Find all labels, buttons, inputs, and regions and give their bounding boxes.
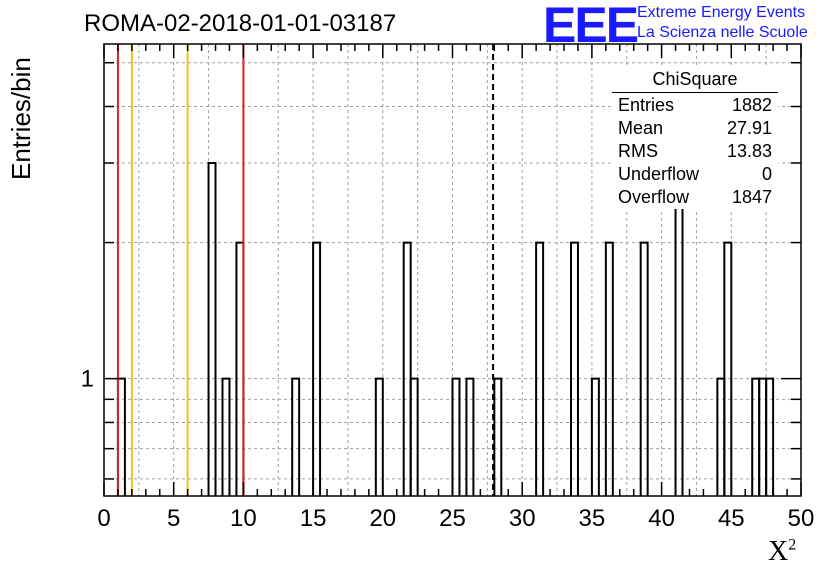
histogram-bin	[465, 377, 475, 496]
stats-box-header: ChiSquare	[612, 68, 778, 93]
y-tick-label: 1	[81, 366, 94, 393]
x-tick-label: 40	[648, 505, 675, 532]
histogram-bin	[291, 377, 301, 496]
x-tick-label: 45	[718, 505, 745, 532]
histogram-bin	[312, 241, 322, 496]
histogram-bin	[723, 241, 733, 496]
histogram-bin	[409, 377, 419, 496]
stats-box: ChiSquare Entries 1882 Mean 27.91 RMS 13.83 Un…	[612, 68, 778, 209]
histogram-bin	[590, 377, 600, 496]
histogram-bin	[207, 161, 217, 496]
x-tick-label: 20	[369, 505, 396, 532]
stats-value: 1882	[731, 95, 772, 115]
x-tick-label: 25	[439, 505, 466, 532]
histogram-bin	[604, 241, 614, 496]
histogram-bin	[758, 377, 768, 496]
x-axis-label-superscript: 2	[788, 536, 797, 554]
histogram-bin	[765, 377, 775, 496]
stats-value: 1847	[731, 187, 772, 207]
x-tick-label: 35	[579, 505, 606, 532]
stats-label: Mean	[618, 118, 664, 138]
stats-row-overflow: Overflow 1847	[612, 186, 778, 209]
stats-label: RMS	[618, 141, 658, 161]
x-tick-label: 10	[230, 505, 257, 532]
x-axis-label: X2	[768, 536, 796, 568]
stats-row-entries: Entries 1882	[612, 94, 778, 117]
stats-label: Underflow	[618, 164, 700, 184]
histogram-bin	[569, 241, 579, 496]
stats-row-rms: RMS 13.83	[612, 140, 778, 163]
stats-label: Overflow	[618, 187, 690, 207]
x-tick-label: 0	[97, 505, 110, 532]
stats-row-mean: Mean 27.91	[612, 117, 778, 140]
histogram-bin	[235, 241, 245, 496]
chart-title: ROMA-02-2018-01-01-03187	[84, 10, 397, 37]
histogram-bin	[374, 377, 384, 496]
stats-value: 27.91	[726, 118, 772, 138]
histogram-bin	[116, 377, 126, 496]
histogram-bin	[751, 377, 761, 496]
histogram-bin	[221, 377, 231, 496]
stats-value: 0	[761, 164, 772, 184]
stats-row-underflow: Underflow 0	[612, 163, 778, 186]
stats-value: 13.83	[726, 141, 772, 161]
logo-line-2: La Scienza nelle Scuole	[637, 24, 808, 41]
x-tick-label: 15	[300, 505, 327, 532]
x-tick-label: 30	[509, 505, 536, 532]
x-tick-label: 50	[788, 505, 815, 532]
x-tick-label: 5	[167, 505, 180, 532]
histogram-bin	[402, 241, 412, 496]
histogram-bin	[493, 377, 503, 496]
stats-label: Entries	[618, 95, 675, 115]
eee-logo: EEE	[543, 0, 639, 53]
histogram-bin	[535, 241, 545, 496]
histogram-bin	[639, 241, 649, 496]
stats-rows: Entries 1882 Mean 27.91 RMS 13.83 Underflow 0 Ov…	[612, 94, 778, 209]
logo-line-1: Extreme Energy Events	[637, 4, 806, 21]
histogram-bin	[716, 377, 726, 496]
histogram-bin	[451, 377, 461, 496]
y-axis-label: Entries/bin	[6, 57, 36, 180]
x-axis-label-text: X	[768, 536, 789, 567]
